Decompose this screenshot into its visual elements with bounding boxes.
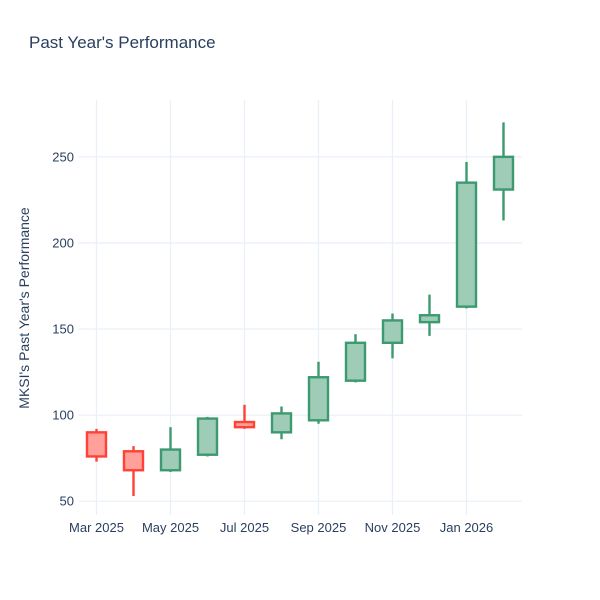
candle-dec-2025[interactable]	[418, 294, 441, 336]
candle-aug-2025[interactable]	[270, 406, 293, 440]
candle-apr-2025[interactable]	[122, 446, 145, 497]
candle-jun-2025[interactable]	[196, 416, 219, 457]
candle-body	[344, 341, 367, 382]
x-tick-label: Jul 2025	[220, 520, 269, 535]
x-tick-label: Mar 2025	[69, 520, 124, 535]
candle-body	[381, 319, 404, 345]
x-tick-label: Nov 2025	[365, 520, 421, 535]
x-tick-label: Jan 2026	[440, 520, 494, 535]
candle-body	[122, 450, 145, 472]
candle-body	[270, 412, 293, 434]
y-tick-label: 250	[52, 149, 74, 164]
candle-body	[307, 376, 330, 422]
candle-feb-2026[interactable]	[492, 122, 515, 221]
y-tick-label: 200	[52, 235, 74, 250]
candle-body	[492, 155, 515, 191]
candle-nov-2025[interactable]	[381, 313, 404, 359]
y-tick-label: 150	[52, 322, 74, 337]
y-tick-label: 50	[60, 494, 74, 509]
x-tick-label: Sep 2025	[291, 520, 347, 535]
candle-mar-2025[interactable]	[85, 428, 108, 462]
candle-sep-2025[interactable]	[307, 361, 330, 424]
y-tick-label: 100	[52, 408, 74, 423]
candle-oct-2025[interactable]	[344, 334, 367, 383]
candle-jul-2025[interactable]	[233, 404, 256, 429]
chart-title: Past Year's Performance	[29, 33, 216, 52]
candle-jan-2026[interactable]	[455, 161, 478, 309]
candle-body	[233, 420, 256, 429]
candle-body	[159, 448, 182, 472]
candle-body	[85, 431, 108, 458]
candle-body	[455, 181, 478, 308]
x-tick-label: May 2025	[142, 520, 199, 535]
candle-may-2025[interactable]	[159, 427, 182, 472]
candle-body	[418, 314, 441, 324]
candle-body	[196, 417, 219, 456]
